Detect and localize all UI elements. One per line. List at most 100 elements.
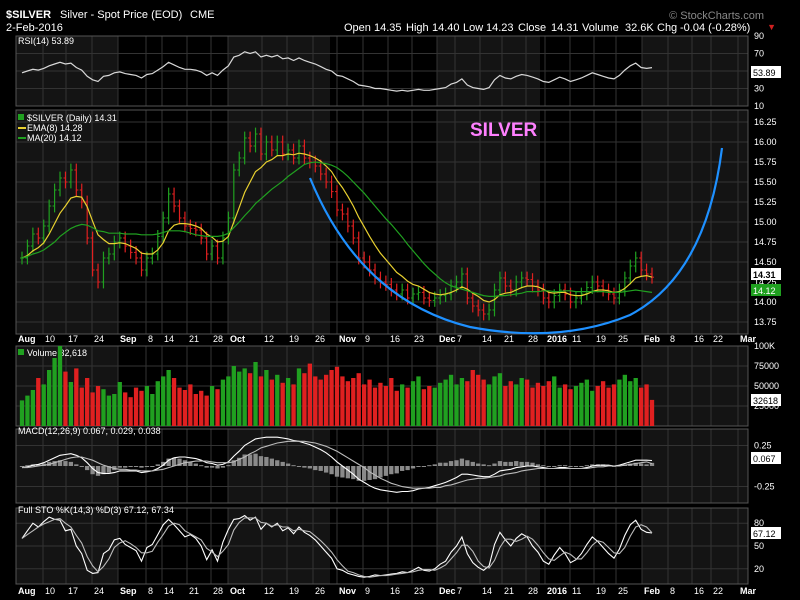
x-axis-label: 21 xyxy=(189,334,199,344)
x-axis-label: 19 xyxy=(289,334,299,344)
x-axis: Aug Aug 10 10 17 17 24 24 Sep Sep 8 8 14 14 21 21 28 28 Oc… xyxy=(18,334,757,596)
rsi-panel: RSI(14) 53.89 9070503010 53.89 xyxy=(18,31,781,111)
volume-bar xyxy=(600,381,606,426)
macd-panel: MACD(12,26,9) 0.067, 0.029, 0.038 0.25 -0… xyxy=(18,426,781,493)
macd-histogram-bar xyxy=(52,461,57,466)
x-axis-label: 7 xyxy=(457,334,462,344)
close-value: 14.31 xyxy=(551,22,579,34)
macd-histogram-bar xyxy=(334,466,340,477)
macd-histogram-bar xyxy=(340,466,345,478)
macd-histogram-bar xyxy=(448,461,454,466)
volume-bar xyxy=(351,378,356,426)
price-legend-swatch xyxy=(18,114,24,120)
macd-histogram-bar xyxy=(128,466,133,467)
macd-histogram-bar xyxy=(296,466,302,467)
volume-bar xyxy=(454,384,459,426)
macd-histogram-bar xyxy=(291,465,296,467)
volume-bar xyxy=(242,368,247,426)
macd-histogram-bar xyxy=(633,462,638,466)
volume-bar xyxy=(514,384,519,426)
x-axis-label: Nov xyxy=(339,334,356,344)
x-axis-label: 19 xyxy=(596,586,606,596)
volume-bar xyxy=(95,386,101,426)
macd-histogram-bar xyxy=(486,465,492,467)
macd-histogram-bar xyxy=(389,466,394,475)
macd-histogram-bar xyxy=(323,466,329,473)
macd-histogram-bar xyxy=(476,463,481,466)
volume-bar xyxy=(220,379,226,426)
month-band xyxy=(642,429,748,503)
volume-bar xyxy=(106,395,112,426)
macd-histogram-bar xyxy=(280,461,285,466)
x-axis-label: 23 xyxy=(414,334,424,344)
volume-bar xyxy=(568,389,573,426)
volume-bar xyxy=(291,384,296,426)
volume-bar xyxy=(171,378,177,426)
macd-histogram-bar xyxy=(90,466,95,475)
volume-bar xyxy=(215,389,220,426)
x-axis-label: 12 xyxy=(264,334,274,344)
volume-bar xyxy=(318,379,323,426)
x-axis-label: Aug xyxy=(18,334,36,344)
macd-histogram-bar xyxy=(85,466,90,471)
macd-histogram-bar xyxy=(247,454,253,466)
macd-tag-bg xyxy=(751,452,781,464)
volume-bar xyxy=(193,394,198,426)
volume-bar xyxy=(389,378,394,426)
x-axis-label: 25 xyxy=(618,334,628,344)
macd-histogram-bar xyxy=(171,457,177,466)
macd-histogram-bar xyxy=(508,461,513,466)
macd-histogram-bar xyxy=(150,466,155,467)
volume-legend-swatch xyxy=(18,349,24,355)
volume-bar xyxy=(117,382,122,426)
volume-bar xyxy=(128,397,133,426)
symbol-ticker[interactable]: $SILVER xyxy=(6,9,52,21)
macd-histogram-bar xyxy=(307,466,312,469)
macd-histogram-bar xyxy=(454,460,459,466)
sto-panel: Full STO %K(14,3) %D(3) 67.12, 67.34 80 5… xyxy=(18,505,781,578)
volume-bar xyxy=(405,387,410,426)
volume-bar xyxy=(74,368,79,426)
x-axis-label: 21 xyxy=(504,586,514,596)
volume-bar xyxy=(584,379,589,426)
volume-bar xyxy=(622,374,627,426)
axis-tick-label: 70 xyxy=(754,49,764,59)
macd-histogram-bar xyxy=(139,466,144,468)
volume-bar xyxy=(481,379,486,426)
volume-bar xyxy=(340,376,345,426)
volume-bar xyxy=(552,376,557,426)
x-axis-label: 21 xyxy=(504,334,514,344)
macd-histogram-bar xyxy=(204,466,209,468)
macd-histogram-bar xyxy=(367,466,372,480)
volume-bar xyxy=(448,374,454,426)
volume-bar xyxy=(367,379,372,426)
x-axis-label: 19 xyxy=(596,334,606,344)
volume-bar xyxy=(237,371,242,426)
volume-bar xyxy=(590,390,595,426)
axis-tick-label: 15.50 xyxy=(754,177,777,187)
volume-bar xyxy=(253,362,258,426)
volume-bar xyxy=(459,378,465,426)
sto-legend: Full STO %K(14,3) %D(3) 67.12, 67.34 xyxy=(18,505,174,515)
macd-histogram-bar xyxy=(318,466,323,471)
x-axis-label: 11 xyxy=(572,586,581,596)
macd-legend: MACD(12,26,9) 0.067, 0.029, 0.038 xyxy=(18,426,161,436)
panel-frame xyxy=(15,428,749,504)
volume-bar xyxy=(269,379,274,426)
volume-bar xyxy=(247,373,253,426)
macd-histogram-bar xyxy=(503,461,508,466)
volume-bar xyxy=(508,381,513,426)
macd-histogram-bar xyxy=(427,465,432,467)
macd-histogram-bar xyxy=(123,466,128,468)
macd-histogram-bar xyxy=(226,465,231,467)
x-axis-label: Dec xyxy=(439,334,456,344)
volume-bar xyxy=(476,374,481,426)
volume-bar xyxy=(209,386,215,426)
x-axis-label: 24 xyxy=(94,334,104,344)
macd-histogram-bar xyxy=(133,466,139,467)
macd-histogram-bar xyxy=(237,457,242,466)
axis-tick-label: 16.00 xyxy=(754,137,777,147)
volume-bar xyxy=(101,389,106,426)
volume-bar xyxy=(541,386,546,426)
x-axis-label: 2016 xyxy=(547,334,567,344)
